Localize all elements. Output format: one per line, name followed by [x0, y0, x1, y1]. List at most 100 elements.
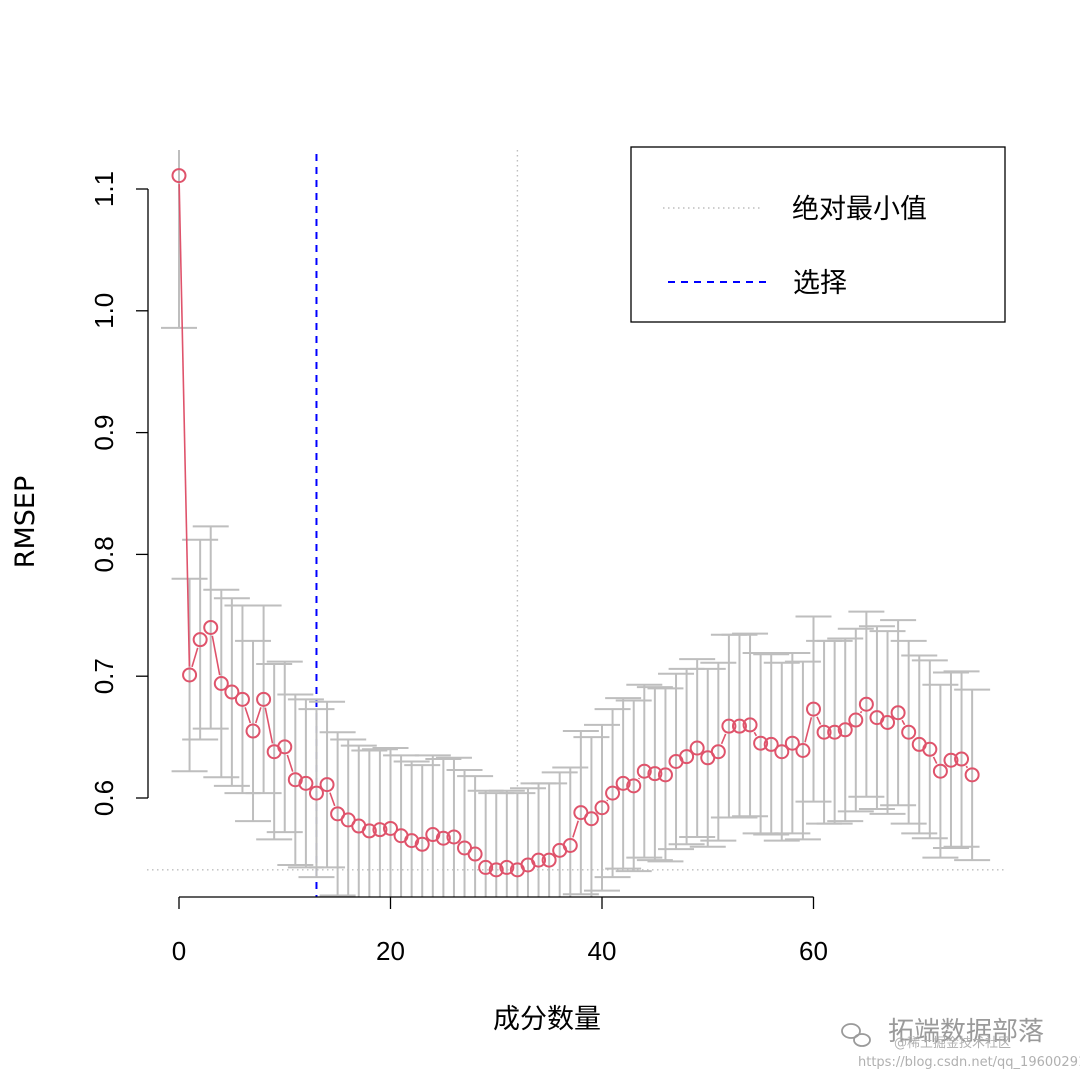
series-segment — [254, 707, 262, 724]
error-bar — [647, 687, 684, 863]
error-bar — [890, 639, 927, 825]
data-point — [414, 836, 430, 852]
watermark-overlay: @稀土掘金技术社区 — [894, 1035, 1011, 1051]
data-point — [943, 752, 959, 768]
series-segment — [329, 792, 336, 807]
error-bar — [615, 699, 652, 873]
error-bar — [901, 654, 938, 835]
y-tick-label: 1.1 — [89, 171, 119, 207]
series-segment — [178, 184, 191, 667]
x-tick-label: 0 — [172, 936, 186, 966]
series-segment — [816, 716, 822, 725]
data-point — [932, 763, 948, 779]
data-point — [721, 718, 737, 734]
data-point — [488, 862, 504, 878]
error-bar — [858, 625, 895, 810]
data-point — [795, 742, 811, 758]
data-point — [858, 696, 874, 712]
series-segment — [606, 799, 609, 802]
y-tick-label: 1.0 — [89, 293, 119, 329]
error-bar — [721, 633, 758, 819]
data-point — [277, 739, 293, 755]
error-bar — [266, 660, 303, 834]
data-point — [806, 701, 821, 717]
data-point — [308, 785, 324, 801]
error-bar — [753, 653, 790, 836]
error-bar — [837, 627, 874, 813]
series-segment — [804, 717, 813, 743]
error-bars — [161, 150, 991, 897]
watermark: 拓端数据部落 @稀土掘金技术社区 https://blog.csdn.net/q… — [841, 1017, 1080, 1070]
series-segment — [211, 635, 221, 676]
series-segment — [286, 754, 294, 772]
error-bar — [636, 686, 673, 862]
error-bar — [552, 766, 589, 897]
legend-box — [630, 146, 1006, 323]
data-point — [594, 800, 610, 816]
error-bar — [213, 597, 250, 787]
error-bar — [541, 771, 578, 897]
legend-label-abs-min: 绝对最小值 — [792, 194, 927, 225]
data-point — [964, 767, 980, 783]
data-point — [636, 763, 652, 779]
error-bar — [499, 792, 536, 897]
data-point — [647, 766, 663, 782]
error-bar — [774, 652, 811, 835]
series-segment — [965, 765, 969, 769]
error-bar — [478, 792, 515, 897]
data-point — [171, 168, 187, 184]
series-segment — [264, 707, 274, 744]
error-bar — [161, 150, 197, 329]
error-bar — [880, 619, 917, 807]
error-bar — [520, 782, 557, 897]
error-bar — [531, 782, 568, 897]
data-point — [361, 823, 377, 839]
error-bar — [848, 610, 885, 798]
error-bar — [340, 744, 377, 897]
y-tick-label: 0.8 — [89, 536, 119, 572]
error-bar — [658, 672, 695, 851]
data-point — [890, 705, 906, 721]
data-point — [404, 833, 420, 849]
series-segment — [244, 707, 252, 724]
data-point — [583, 811, 599, 827]
series-segment — [191, 647, 199, 668]
error-bar — [457, 775, 494, 897]
error-bar — [605, 697, 642, 870]
watermark-brand: 拓端数据部落 — [888, 1017, 1044, 1047]
data-point — [383, 820, 398, 836]
error-bar — [869, 630, 906, 815]
error-bar — [182, 538, 219, 741]
error-bar — [700, 661, 737, 842]
x-tick-label: 20 — [376, 936, 405, 966]
y-tick-label: 0.6 — [89, 780, 119, 816]
data-point — [478, 859, 494, 875]
data-point — [372, 822, 388, 838]
error-bar — [816, 639, 853, 825]
error-bar — [742, 652, 779, 835]
data-point — [901, 724, 917, 740]
data-point — [880, 714, 896, 730]
data-point — [731, 718, 747, 734]
error-bar — [383, 754, 420, 897]
error-bar — [224, 604, 261, 795]
error-bar — [203, 588, 240, 779]
data-point — [626, 778, 642, 794]
data-point — [763, 736, 779, 752]
data-point — [742, 717, 758, 733]
data-point — [816, 724, 832, 740]
error-bar — [911, 659, 948, 840]
data-point — [224, 684, 240, 700]
data-point — [753, 735, 769, 751]
data-point — [319, 777, 335, 793]
data-point — [245, 723, 261, 739]
error-bar — [763, 661, 800, 842]
error-bar — [298, 708, 335, 879]
error-bar — [922, 683, 959, 859]
error-bar — [932, 671, 969, 849]
error-bar — [806, 639, 843, 825]
data-point — [182, 667, 198, 683]
data-point — [848, 712, 864, 728]
data-point — [234, 691, 250, 707]
